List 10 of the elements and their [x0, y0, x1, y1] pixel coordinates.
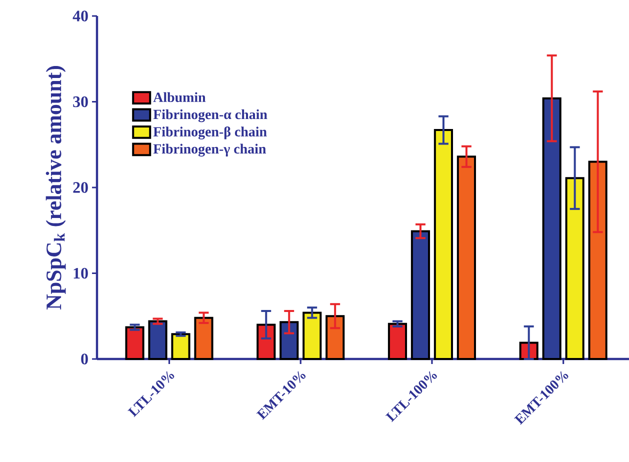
legend-label: Fibrinogen-γ chain [153, 144, 266, 157]
legend-label: Fibrinogen-β chain [153, 126, 267, 140]
y-tick-label: 10 [74, 268, 88, 279]
legend-label: Albumin [153, 92, 206, 102]
y-tick-label: 0 [81, 354, 88, 364]
y-tick-label: 40 [72, 10, 88, 22]
y-tick-label: 30 [73, 96, 88, 108]
y-tick-label: 20 [73, 182, 88, 193]
y-axis-title: NpSpC$_{k}$ (relative amount) [46, 66, 66, 310]
legend-label: Fibrinogen-α chain [153, 109, 268, 122]
